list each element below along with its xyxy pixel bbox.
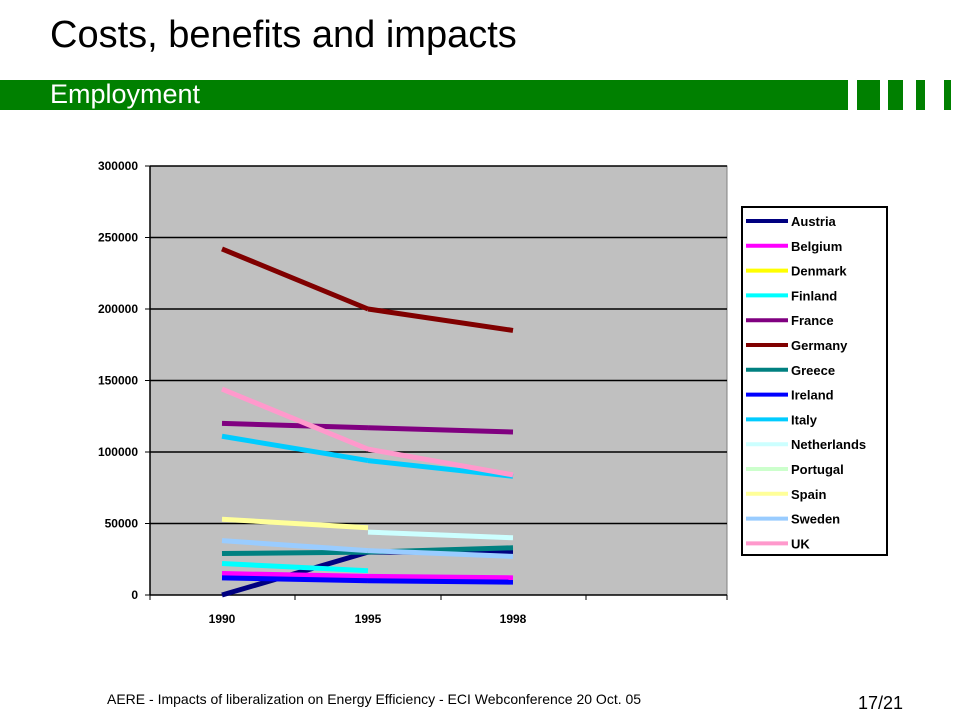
series-line-italy — [367, 458, 514, 479]
series-line-germany — [367, 306, 514, 333]
series-line-sweden — [221, 538, 369, 554]
y-tick-label: 250000 — [98, 231, 138, 245]
series-line-finland — [221, 561, 369, 574]
decor-block-3 — [916, 80, 925, 110]
plot-area — [149, 165, 728, 596]
x-tick-label: 1995 — [355, 612, 382, 626]
legend-label-denmark: Denmark — [791, 264, 847, 279]
series-line-ireland — [221, 575, 369, 584]
legend-label-france: France — [791, 313, 834, 328]
slide-subtitle: Employment — [50, 79, 201, 109]
legend-label-greece: Greece — [791, 363, 835, 378]
series-line-france — [221, 420, 369, 431]
series-line-sweden — [367, 548, 514, 559]
legend-box — [741, 206, 888, 556]
axes: 0 50000 100000 150000 200000 250000 300000 1990… — [98, 159, 728, 626]
y-tick-label: 150000 — [98, 374, 138, 388]
decor-block-4 — [944, 80, 951, 110]
series-line-italy — [221, 433, 369, 464]
y-tick-label: 300000 — [98, 159, 138, 173]
footer-text: AERE - Impacts of liberalization on Ener… — [107, 691, 642, 707]
legend-label-ireland: Ireland — [791, 388, 834, 403]
series-line-ireland — [367, 578, 514, 585]
page-number: 17/21 — [858, 693, 904, 713]
decor-block-1 — [857, 80, 880, 110]
series-line-greece — [367, 545, 514, 555]
series-line-uk — [221, 386, 369, 452]
series-line-spain — [221, 516, 369, 531]
legend-label-sweden: Sweden — [791, 512, 840, 527]
x-tick-label: 1990 — [209, 612, 236, 626]
series-line-uk — [367, 446, 514, 478]
legend-label-austria: Austria — [791, 214, 837, 229]
series-line-france — [367, 425, 514, 435]
legend: Austria Belgium Denmark Finland France German… — [741, 206, 888, 556]
y-tick-label: 100000 — [98, 445, 138, 459]
legend-label-netherlands: Netherlands — [791, 437, 866, 452]
series-line-netherlands — [367, 529, 514, 541]
slide-title: Costs, benefits and impacts — [50, 14, 517, 56]
legend-label-spain: Spain — [791, 487, 826, 502]
plot-background — [149, 165, 728, 596]
series-lines — [221, 246, 514, 598]
y-tick-label: 200000 — [98, 302, 138, 316]
legend-label-finland: Finland — [791, 288, 837, 303]
legend-label-uk: UK — [791, 536, 810, 551]
series-line-belgium — [221, 571, 369, 579]
x-tick-label: 1998 — [500, 612, 527, 626]
series-line-belgium — [367, 573, 514, 581]
series-line-greece — [221, 549, 369, 557]
y-tick-label: 0 — [131, 588, 138, 602]
series-line-austria — [221, 549, 369, 598]
header-band: Employment — [0, 79, 848, 110]
legend-label-italy: Italy — [791, 412, 818, 427]
y-tick-label: 50000 — [105, 517, 139, 531]
legend-label-portugal: Portugal — [791, 462, 844, 477]
legend-label-germany: Germany — [791, 338, 848, 353]
decor-block-2 — [888, 80, 903, 110]
series-line-germany — [221, 246, 369, 312]
legend-label-belgium: Belgium — [791, 239, 842, 254]
